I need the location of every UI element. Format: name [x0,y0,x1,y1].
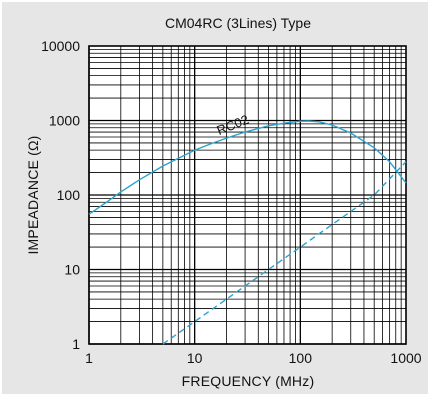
x-tick-label: 1000 [390,350,421,366]
plot-frame [88,45,407,345]
plot-grid [88,45,407,345]
y-tick-labels: 1 10 100 1000 10000 [41,38,80,352]
series-layer [88,120,407,345]
y-axis-title: IMPEADANCE (Ω) [25,135,41,254]
x-tick-label: 100 [289,350,313,366]
series-line-dashed [162,161,407,345]
y-tick-label: 10000 [41,38,80,54]
x-axis-title: FREQUENCY (MHz) [182,373,315,389]
chart-title: CM04RC (3Lines) Type [165,15,311,31]
x-tick-label: 10 [187,350,203,366]
y-tick-label: 1000 [49,113,80,129]
y-tick-label: 1 [72,336,80,352]
x-tick-labels: 1 10 100 1000 [85,350,422,366]
series-line-rc02 [88,120,407,215]
y-tick-label: 100 [57,187,81,203]
y-tick-label: 10 [64,262,80,278]
x-tick-label: 1 [85,350,93,366]
